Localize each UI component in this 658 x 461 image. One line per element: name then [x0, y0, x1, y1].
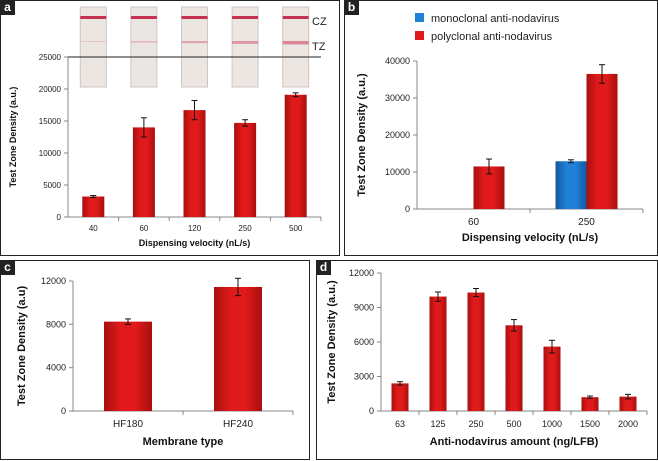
- bar-monoclonal-250: [555, 161, 587, 209]
- strip-test-line: [80, 41, 107, 42]
- strip-photo: [130, 6, 158, 88]
- x-axis-label: Dispensing velocity (nL/s): [462, 232, 599, 244]
- bar-1000: [543, 346, 561, 411]
- y-tick-label: 10000: [385, 167, 410, 177]
- x-tick-label: 2000: [618, 419, 638, 429]
- strip-photo: [181, 6, 208, 88]
- panel-c-label: c: [0, 260, 15, 275]
- bar-1500: [581, 397, 599, 411]
- strip-photo: [79, 6, 107, 88]
- bar-40: [82, 196, 105, 217]
- y-axis-label: Test Zone Density (a.u.): [8, 87, 18, 188]
- bar-2000: [619, 396, 637, 411]
- x-tick-label: 125: [430, 419, 445, 429]
- bar-500: [505, 325, 523, 411]
- legend-label: monoclonal anti-nodavirus: [431, 13, 560, 25]
- panel-a: a 0 5000 10000 15000 20000 25000 Test Zone Den…: [0, 0, 340, 256]
- y-axis-label: Test Zone Density (a.u): [16, 286, 28, 407]
- panel-d-label: d: [316, 260, 331, 275]
- y-tick-label: 8000: [46, 319, 66, 329]
- x-tick-label: 250: [238, 224, 252, 233]
- x-tick-label: 60: [139, 224, 148, 233]
- bar-250: [467, 292, 485, 411]
- panel-a-label: a: [0, 0, 15, 15]
- x-tick-label: 60: [468, 217, 480, 228]
- y-tick-label: 20000: [39, 85, 62, 94]
- bar-HF240: [214, 286, 262, 411]
- bar-60: [132, 127, 155, 217]
- y-tick-label: 10000: [39, 149, 62, 158]
- bar-63: [391, 383, 409, 411]
- strip-test-line: [232, 41, 259, 44]
- x-tick-label: 250: [578, 217, 595, 228]
- bar-125: [429, 296, 447, 411]
- x-tick-label: 250: [468, 419, 483, 429]
- x-axis-label: Anti-nodavirus amount (ng/LFB): [430, 436, 599, 448]
- y-tick-label: 0: [405, 204, 410, 214]
- bar-120: [183, 110, 206, 217]
- y-tick-label: 25000: [39, 53, 62, 62]
- y-tick-label: 6000: [354, 337, 374, 347]
- strip-control-line: [130, 16, 157, 19]
- y-tick-label: 15000: [39, 117, 62, 126]
- y-tick-label: 40000: [385, 56, 410, 66]
- panel-b-label: b: [344, 0, 359, 15]
- y-axis-label: Test Zone Density (a.u.): [356, 73, 368, 197]
- bar-polyclonal-250: [586, 73, 618, 209]
- y-tick-label: 0: [369, 406, 374, 416]
- chart-b-svg: 0 10000 20000 30000 40000 Test Zone Density (…: [356, 13, 644, 244]
- y-tick-label: 4000: [46, 363, 66, 373]
- y-tick-label: 9000: [354, 303, 374, 313]
- x-tick-label: 500: [506, 419, 521, 429]
- panel-c: c 0 4000 8000 12000 Test Zone Density (a.u) M…: [0, 260, 310, 460]
- bar-HF180: [104, 321, 152, 411]
- x-axis-label: Membrane type: [143, 436, 224, 448]
- chart-c-svg: 0 4000 8000 12000 Test Zone Density (a.u) Mem…: [16, 276, 294, 448]
- chart-d-svg: 0 3000 6000 9000 12000 Test Zone Density (a.u…: [326, 268, 648, 448]
- y-tick-label: 0: [57, 213, 62, 222]
- strip-label-tz: TZ: [312, 41, 326, 53]
- x-tick-label: 40: [89, 224, 98, 233]
- strip-label-cz: CZ: [312, 16, 327, 28]
- x-tick-label: HF180: [113, 419, 143, 430]
- strip-control-line: [181, 16, 208, 19]
- strip-test-line: [181, 41, 208, 44]
- x-tick-label: 500: [289, 224, 303, 233]
- x-axis-label: Dispensing velocity (nL/s): [139, 238, 251, 248]
- strip-test-line: [130, 41, 157, 43]
- y-tick-label: 5000: [43, 181, 61, 190]
- y-axis-label: Test Zone Density (a.u.): [326, 280, 338, 404]
- strip-control-line: [80, 16, 107, 19]
- y-tick-label: 20000: [385, 130, 410, 140]
- y-tick-label: 3000: [354, 372, 374, 382]
- x-tick-label: 1500: [580, 419, 600, 429]
- legend-swatch: [415, 31, 424, 40]
- y-tick-label: 30000: [385, 93, 410, 103]
- bar-500: [284, 94, 307, 217]
- x-tick-label: 63: [395, 419, 405, 429]
- x-tick-label: 120: [188, 224, 202, 233]
- strip-photo: [231, 6, 259, 88]
- strip-test-line: [282, 41, 309, 45]
- legend-label: polyclonal anti-nodavirus: [431, 31, 553, 43]
- strip-photo: [282, 6, 310, 88]
- y-tick-label: 12000: [349, 268, 374, 278]
- chart-a-svg: 0 5000 10000 15000 20000 25000 Test Zone Densi…: [8, 6, 327, 248]
- strip-control-line: [232, 16, 259, 19]
- legend-swatch: [415, 13, 424, 22]
- panel-d: d 0 3000 6000 9000 12000 Test Zone Density (a…: [316, 260, 658, 460]
- x-tick-label: 1000: [542, 419, 562, 429]
- y-tick-label: 0: [61, 406, 66, 416]
- x-tick-label: HF240: [223, 419, 253, 430]
- bar-250: [234, 122, 257, 217]
- strip-control-line: [282, 16, 309, 19]
- y-tick-label: 12000: [41, 276, 66, 286]
- panel-b: b 0 10000 20000 30000 40000 Test Zone Density…: [344, 0, 658, 256]
